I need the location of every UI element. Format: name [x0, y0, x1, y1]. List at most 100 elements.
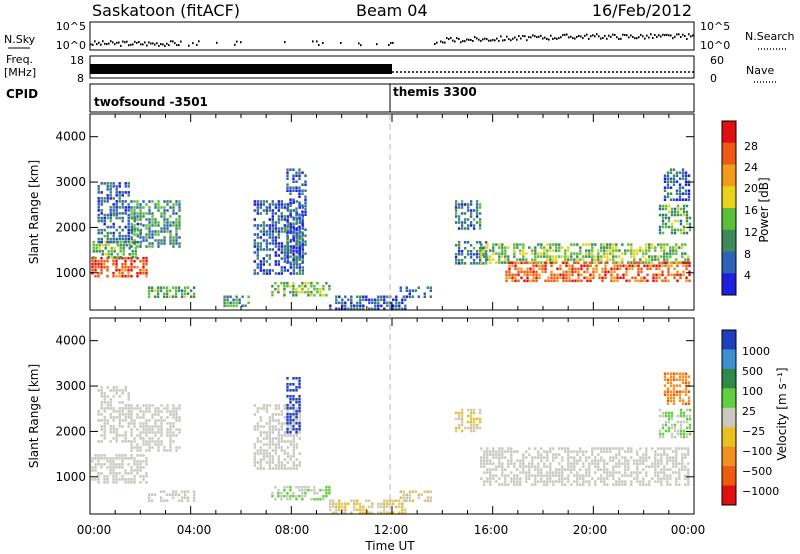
power-pixel: [268, 209, 271, 212]
power-pixel: [283, 266, 286, 269]
velocity-pixel: [661, 426, 665, 430]
power-pixel: [136, 203, 139, 206]
power-pixel: [564, 249, 567, 252]
velocity-pixel: [97, 454, 100, 457]
power-pixel: [307, 281, 310, 285]
velocity-pixel: [280, 494, 283, 498]
velocity-pixel: [549, 450, 552, 453]
power-pixel: [139, 222, 142, 226]
power-pixel: [401, 301, 404, 305]
power-pixel: [253, 272, 256, 275]
power-pixel: [486, 243, 489, 246]
velocity-pixel: [286, 404, 289, 407]
power-pixel: [666, 192, 670, 195]
power-pixel: [612, 258, 615, 261]
power-pixel: [483, 249, 486, 252]
power-pixel: [274, 287, 277, 291]
power-cb-tick-24: 24: [744, 161, 758, 174]
velocity-pixel: [100, 395, 103, 398]
velocity-pixel: [667, 420, 671, 424]
velocity-pixel: [555, 480, 558, 483]
power-pixel: [286, 186, 289, 189]
power-pixel: [289, 261, 292, 264]
nsky-sample: [94, 40, 96, 43]
power-pixel: [280, 248, 283, 251]
power-pixel: [579, 246, 582, 249]
velocity-pixel: [103, 392, 106, 395]
power-pixel: [606, 258, 609, 261]
velocity-pixel: [118, 413, 121, 416]
power-pixel: [295, 240, 298, 243]
velocity-pixel: [600, 480, 603, 483]
power-pixel: [637, 267, 640, 271]
power-pixel: [600, 261, 603, 264]
power-pixel: [543, 255, 546, 258]
power-pixel: [226, 295, 229, 299]
velocity-pixel: [687, 453, 690, 456]
power-pixel: [550, 276, 553, 280]
velocity-pixel: [325, 485, 328, 489]
velocity-pixel: [498, 465, 501, 468]
velocity-pixel: [292, 455, 295, 458]
power-pixel: [469, 203, 473, 206]
velocity-pixel: [100, 404, 103, 407]
nsky-sample: [664, 34, 666, 37]
power-pixel: [666, 258, 669, 261]
velocity-pixel: [130, 469, 133, 472]
velocity-pixel: [501, 450, 504, 453]
power-pixel: [292, 252, 295, 255]
velocity-pixel: [486, 450, 489, 453]
nsky-left-tick-bottom: 10^0: [56, 39, 86, 52]
vel-cb-tick-25: 25: [742, 405, 756, 418]
nsky-sample: [526, 39, 528, 42]
velocity-pixel: [678, 384, 682, 387]
velocity-pixel: [585, 456, 588, 459]
velocity-pixel: [356, 508, 359, 512]
power-pixel: [541, 270, 544, 274]
velocity-pixel: [528, 477, 531, 480]
power-pixel: [136, 206, 139, 209]
power-pixel: [667, 273, 670, 277]
velocity-pixel: [534, 483, 537, 486]
power-pixel: [661, 219, 665, 223]
power-pixel: [295, 207, 298, 210]
velocity-pixel: [130, 446, 133, 449]
power-pixel: [298, 249, 301, 252]
power-pixel: [676, 204, 680, 208]
nsky-right-tick-top: 10^5: [700, 20, 730, 33]
velocity-pixel: [561, 468, 564, 471]
velocity-pixel: [642, 456, 645, 459]
power-pixel: [670, 210, 674, 214]
power-pixel: [532, 264, 535, 268]
power-pixel: [92, 241, 95, 244]
power-pixel: [307, 287, 310, 291]
power-pixel: [478, 221, 482, 224]
power-pixel: [301, 215, 304, 218]
nsky-sample: [536, 36, 538, 39]
velocity-pixel: [669, 474, 672, 477]
velocity-pixel: [163, 419, 166, 422]
velocity-pixel: [579, 459, 582, 462]
power-pixel: [423, 292, 426, 295]
power-pixel: [172, 221, 175, 224]
velocity-pixel: [172, 425, 175, 428]
velocity-pixel: [588, 468, 591, 471]
power-pixel: [100, 240, 103, 244]
nsky-sample: [614, 33, 616, 36]
velocity-pixel: [151, 440, 154, 443]
velocity-pixel: [160, 431, 163, 434]
nsky-sample: [546, 38, 548, 40]
power-pixel: [356, 304, 359, 308]
power-pixel: [295, 263, 298, 266]
power-pixel: [675, 192, 679, 195]
power-pixel: [583, 276, 586, 280]
nsky-sample: [556, 37, 558, 40]
power-pixel: [295, 234, 298, 237]
velocity-pixel: [519, 459, 522, 462]
velocity-pixel: [121, 410, 124, 413]
power-pixel: [670, 261, 673, 265]
velocity-pixel: [408, 493, 411, 496]
power-pixel: [124, 185, 127, 188]
velocity-pixel: [172, 413, 175, 416]
power-pixel: [121, 203, 124, 206]
